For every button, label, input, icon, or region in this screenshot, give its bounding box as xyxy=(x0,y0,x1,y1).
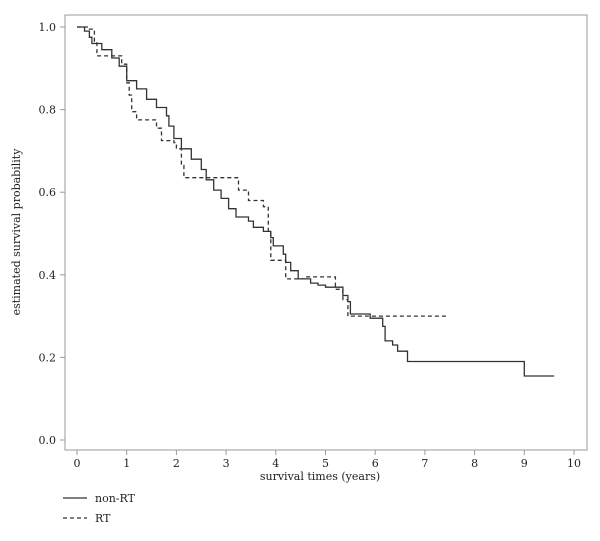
y-tick-label: 0.2 xyxy=(39,351,57,364)
y-axis-label: estimated survival probability xyxy=(10,148,23,316)
series-line-rt xyxy=(77,26,448,317)
y-axis-ticks: 0.0 0.2 0.4 0.6 0.8 1.0 xyxy=(39,21,65,447)
y-tick-label: 0.0 xyxy=(39,434,57,447)
y-tick-label: 1.0 xyxy=(39,21,57,34)
y-tick-label: 0.4 xyxy=(39,269,57,282)
x-tick-label: 9 xyxy=(521,457,528,470)
x-axis-label: survival times (years) xyxy=(260,470,380,483)
legend: non-RT RT xyxy=(63,492,136,525)
x-tick-label: 6 xyxy=(372,457,379,470)
x-tick-label: 2 xyxy=(173,457,180,470)
legend-label-non-rt: non-RT xyxy=(95,492,136,505)
x-tick-label: 5 xyxy=(322,457,329,470)
x-tick-label: 4 xyxy=(272,457,279,470)
y-tick-label: 0.8 xyxy=(39,104,57,117)
x-tick-label: 0 xyxy=(74,457,81,470)
legend-label-rt: RT xyxy=(95,512,111,525)
x-tick-label: 7 xyxy=(421,457,428,470)
x-tick-label: 3 xyxy=(223,457,230,470)
series-layer xyxy=(77,26,555,377)
x-tick-label: 8 xyxy=(471,457,478,470)
y-tick-label: 0.6 xyxy=(39,186,57,199)
series-line-non-rt xyxy=(77,26,555,377)
x-tick-label: 1 xyxy=(123,457,130,470)
x-axis-ticks: 0 1 2 3 4 5 6 7 8 9 10 xyxy=(74,450,581,470)
plot-frame xyxy=(64,14,588,451)
x-tick-label: 10 xyxy=(567,457,581,470)
